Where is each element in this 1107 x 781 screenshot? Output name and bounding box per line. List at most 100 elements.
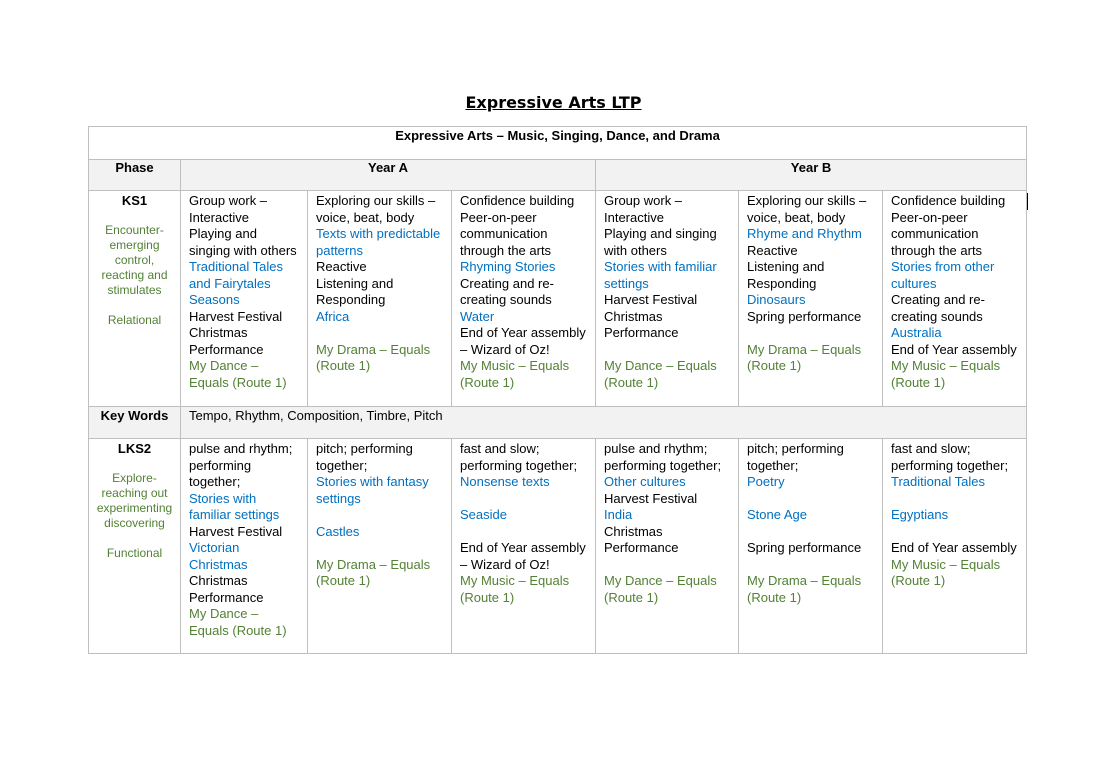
activity-text: Playing and singing with others (189, 226, 297, 258)
activity-text (316, 540, 443, 557)
activity-text: End of Year assembly – Wizard of Oz! (460, 540, 586, 572)
activity-text: Listening and Responding (316, 275, 394, 308)
topic-text: India (604, 507, 633, 522)
topic-text: Texts with predictable patterns (316, 226, 441, 258)
activity-text (460, 524, 587, 541)
activity-text: pitch; performing together; (747, 441, 844, 473)
topic-text: Castles (316, 523, 360, 539)
activity-text: pulse and rhythm; performing together; (189, 441, 293, 489)
phase-description (93, 298, 176, 313)
topic-text: Seasons (189, 292, 240, 307)
activity-text: End of Year assembly (891, 540, 1017, 555)
topic-text: Rhyme and Rhythm (747, 226, 862, 241)
term-cell: Group work – Interactive Playing and sing… (180, 190, 308, 407)
equals-route-text: My Music – Equals (Route 1) (891, 556, 1001, 589)
activity-text: Christmas Performance (189, 573, 264, 605)
topic-text: Other cultures (604, 474, 686, 489)
activity-text: End of Year assembly – Wizard of Oz! (460, 325, 586, 357)
activity-text (604, 342, 730, 359)
key-words-label: Key Words (88, 406, 181, 439)
topic-text: Stories with familiar settings (604, 259, 717, 291)
activity-text: End of Year assembly (891, 341, 1017, 357)
topic-text: Stories with familiar settings (189, 490, 280, 523)
table-row-ks1: KS1 Encounter-emerging control, reacting … (88, 190, 1028, 407)
topic-text: Stone Age (747, 507, 807, 522)
activity-text: Peer-on-peer communication through the a… (891, 209, 983, 258)
activity-text: Playing and singing with others (604, 226, 717, 258)
activity-text (747, 557, 874, 574)
activity-text: Creating and re-creating sounds (891, 292, 985, 324)
phase-description: Explore-reaching out experimenting disco… (96, 470, 173, 530)
activity-text: Exploring our skills – voice, beat, body (747, 193, 867, 225)
activity-text (747, 491, 874, 508)
activity-text: Harvest Festival (189, 308, 283, 324)
phase-cell: LKS2 Explore-reaching out experimenting d… (88, 438, 181, 654)
activity-text: Group work – Interactive (189, 193, 268, 225)
activity-text (604, 557, 730, 574)
year-a-header: Year A (180, 159, 596, 191)
topic-text: Australia (891, 325, 942, 340)
topic-text: Stories with fantasy settings (316, 474, 429, 506)
equals-route-text: My Drama – Equals (Route 1) (316, 341, 431, 374)
equals-route-text: My Music – Equals (Route 1) (460, 573, 570, 605)
equals-route-text: My Dance – Equals (Route 1) (604, 358, 717, 390)
term-cell: pitch; performing together; Poetry Stone A… (738, 438, 883, 654)
curriculum-table: Expressive Arts – Music, Singing, Dance,… (87, 126, 1028, 654)
activity-text: Confidence building (891, 193, 1006, 208)
activity-text: Harvest Festival (189, 523, 283, 539)
activity-text: Listening and Responding (747, 259, 825, 291)
topic-text: Water (460, 308, 495, 324)
topic-text: Seaside (460, 507, 507, 522)
activity-text: Peer-on-peer communication through the a… (460, 209, 552, 258)
equals-route-text: My Drama – Equals (Route 1) (747, 573, 862, 605)
topic-text: Victorian Christmas (189, 540, 248, 572)
table-row-key-words: Key Words Tempo, Rhythm, Composition, Ti… (88, 406, 1028, 439)
text-cursor (1027, 193, 1028, 210)
phase-description: Encounter-emerging control, reacting and… (101, 222, 168, 297)
topic-text: Nonsense texts (460, 474, 550, 489)
topic-text: Rhyming Stories (460, 259, 556, 274)
activity-text: fast and slow; performing together; (891, 441, 1009, 473)
topic-text: Traditional Tales (891, 474, 985, 489)
activity-text: Harvest Festival (604, 490, 698, 506)
topic-text: Egyptians (891, 507, 949, 522)
equals-route-text: My Drama – Equals (Route 1) (747, 341, 862, 374)
term-cell: Exploring our skills – voice, beat, body… (307, 190, 452, 407)
term-cell: pulse and rhythm; performing together; Ot… (595, 438, 739, 654)
activity-text: fast and slow; performing together; (460, 441, 578, 473)
equals-route-text: My Dance – Equals (Route 1) (604, 573, 717, 605)
activity-text: Confidence building (460, 193, 575, 208)
activity-text: pitch; performing together; (316, 441, 413, 473)
equals-route-text: My Dance – Equals (Route 1) (189, 358, 287, 390)
topic-text: Stories from other cultures (891, 259, 995, 291)
activity-text (891, 524, 1018, 541)
activity-text: Christmas Performance (189, 325, 264, 357)
phase-cell: KS1 Encounter-emerging control, reacting … (88, 190, 181, 407)
activity-text: Exploring our skills – voice, beat, body (316, 193, 436, 225)
activity-text: Harvest Festival (604, 292, 698, 307)
equals-route-text: My Drama – Equals (Route 1) (316, 556, 431, 589)
page-title: Expressive Arts LTP (465, 93, 642, 112)
term-cell: Confidence building Peer-on-peer communic… (881, 190, 1028, 407)
activity-text: Spring performance (747, 308, 862, 324)
term-cell: Group work – Interactive Playing and sing… (595, 190, 739, 407)
topic-text: Dinosaurs (747, 292, 806, 307)
term-cell: Exploring our skills – voice, beat, body… (738, 190, 883, 407)
table-caption: Expressive Arts – Music, Singing, Dance,… (87, 126, 1028, 160)
phase-description: Relational (107, 312, 162, 327)
activity-text: Reactive (747, 242, 798, 258)
equals-route-text: My Dance – Equals (Route 1) (189, 606, 287, 638)
activity-text (747, 524, 874, 541)
term-cell: pulse and rhythm; performing together; St… (180, 438, 308, 654)
activity-text: Christmas Performance (604, 308, 679, 341)
key-words: Tempo, Rhythm, Composition, Timbre, Pitc… (179, 406, 1028, 439)
topic-text: Poetry (747, 474, 785, 489)
phase-description (93, 531, 176, 546)
term-cell: fast and slow; performing together; Nonse… (451, 438, 596, 654)
equals-route-text: My Music – Equals (Route 1) (891, 358, 1001, 390)
activity-text: Spring performance (747, 540, 862, 555)
activity-text (747, 325, 874, 342)
phase-description: Functional (106, 545, 163, 560)
term-cell: pitch; performing together; Stories with … (307, 438, 452, 654)
activity-text: Creating and re-creating sounds (460, 275, 554, 308)
